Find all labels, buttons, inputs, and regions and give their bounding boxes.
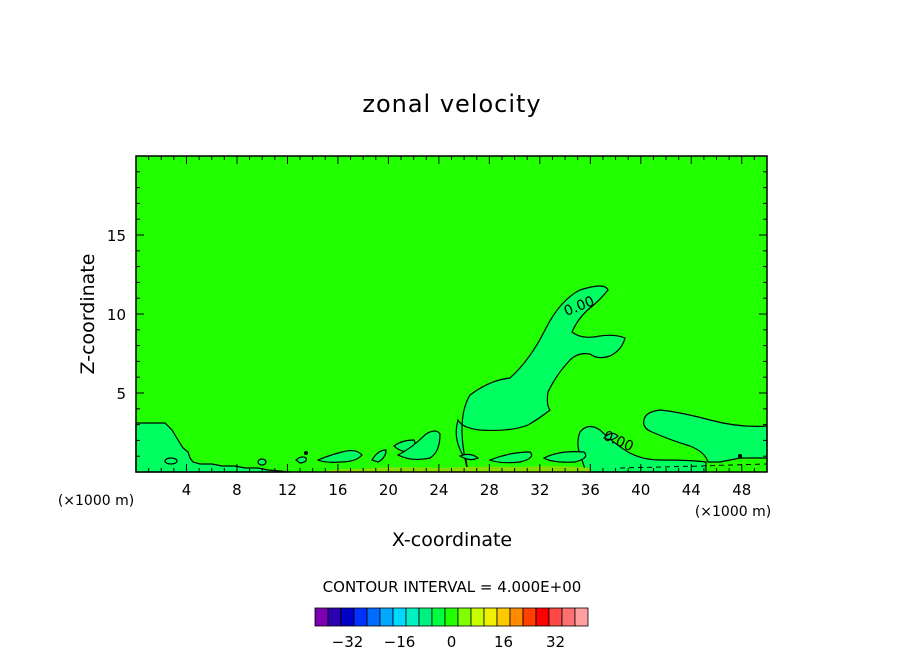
- colorbar-cell: [392, 607, 407, 627]
- x-tick-label: 24: [429, 481, 448, 499]
- x-tick-label: 8: [232, 481, 242, 499]
- positive-velocity-regions: [135, 285, 768, 473]
- small-cell-k: [602, 432, 619, 441]
- colorbar-labels: −32 −16 0 16 32: [332, 633, 565, 651]
- x-tick-label: 36: [581, 481, 600, 499]
- colorbar-tick-label: 32: [546, 633, 565, 651]
- colorbar-cell: [522, 607, 537, 627]
- colorbar-cell: [509, 607, 524, 627]
- colorbar-cell: [535, 607, 550, 627]
- axis-ticks: [136, 156, 767, 472]
- x-tick-labels: 4 8 12 16 20 24 28 32 36 40 44 48: [182, 481, 752, 499]
- colorbar: [314, 607, 589, 627]
- x-tick-label: 48: [732, 481, 751, 499]
- far-right-region: [643, 409, 768, 472]
- x-tick-label: 4: [182, 481, 192, 499]
- right-upper-lobe: [455, 285, 626, 473]
- y-tick-label: 5: [116, 385, 126, 403]
- small-cell-i: [488, 451, 533, 464]
- small-dot: [738, 454, 742, 458]
- colorbar-cell: [444, 607, 459, 627]
- small-dot-2: [304, 451, 308, 455]
- small-cell-b: [257, 458, 267, 466]
- x-unit-left: (×1000 m): [58, 493, 134, 509]
- y-tick-label: 10: [107, 306, 126, 324]
- colorbar-cell: [457, 607, 472, 627]
- plot-area: 0.00 0.00: [135, 155, 768, 473]
- small-cell-c: [295, 456, 307, 464]
- colorbar-cell: [574, 607, 589, 627]
- small-cell-g: [396, 430, 441, 461]
- small-cell-h: [458, 453, 480, 461]
- x-axis-label: X-coordinate: [392, 529, 512, 551]
- x-tick-label: 16: [328, 481, 347, 499]
- colorbar-cell: [548, 607, 563, 627]
- colorbar-cell: [405, 607, 420, 627]
- x-tick-label: 12: [278, 481, 297, 499]
- right-surface-region: [577, 425, 707, 473]
- chart-title: zonal velocity: [362, 90, 541, 118]
- x-tick-label: 20: [379, 481, 398, 499]
- x-unit-right: (×1000 m): [695, 504, 771, 520]
- colorbar-tick-label: −32: [332, 633, 364, 651]
- colorbar-cell: [379, 607, 394, 627]
- colorbar-cell: [470, 607, 485, 627]
- colorbar-tick-label: −16: [384, 633, 416, 651]
- small-cell-d: [316, 449, 363, 463]
- colorbar-cell: [561, 607, 576, 627]
- y-tick-labels: 5 10 15: [107, 227, 126, 403]
- y-axis-label: Z-coordinate: [77, 254, 99, 375]
- x-tick-label: 44: [682, 481, 701, 499]
- colorbar-cell: [314, 607, 329, 627]
- small-cell-a: [164, 457, 178, 465]
- x-tick-label: 40: [631, 481, 650, 499]
- colorbar-cell: [366, 607, 381, 627]
- colorbar-cell: [327, 607, 342, 627]
- colorbar-cell: [418, 607, 433, 627]
- y-tick-label: 15: [107, 227, 126, 245]
- small-cell-j: [542, 451, 587, 463]
- contour-interval-text: CONTOUR INTERVAL = 4.000E+00: [323, 578, 582, 596]
- colorbar-tick-label: 0: [447, 633, 457, 651]
- colorbar-cell: [340, 607, 355, 627]
- colorbar-cell: [353, 607, 368, 627]
- x-tick-label: 28: [480, 481, 499, 499]
- colorbar-tick-label: 16: [494, 633, 513, 651]
- small-cell-e: [371, 449, 387, 463]
- colorbar-cell: [483, 607, 498, 627]
- colorbar-cell: [496, 607, 511, 627]
- colorbar-cell: [431, 607, 446, 627]
- x-tick-label: 32: [530, 481, 549, 499]
